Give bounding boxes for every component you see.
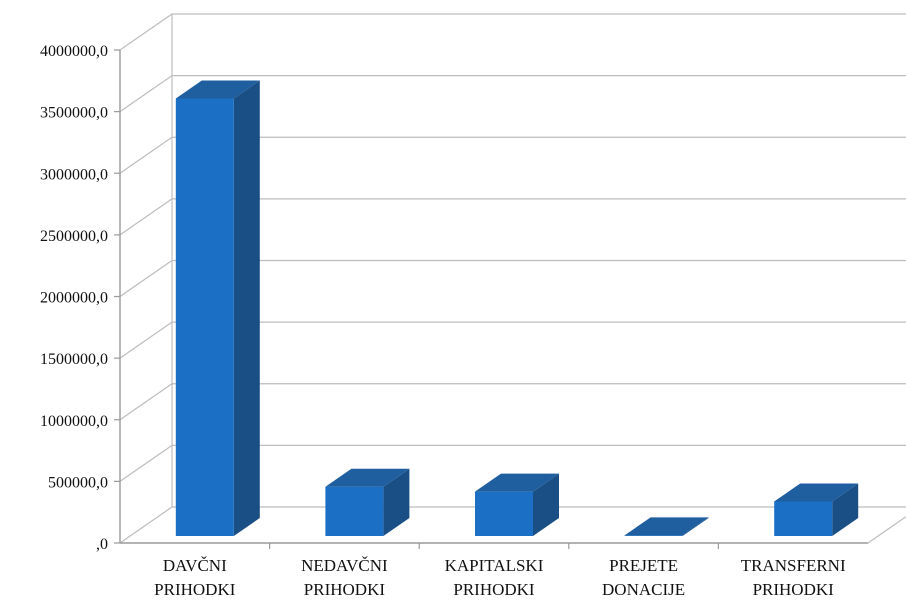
bar-side bbox=[533, 473, 559, 536]
y-tick-label: 1000000,0 bbox=[40, 413, 108, 430]
gridline-depth bbox=[119, 506, 173, 544]
x-category-label: KAPITALSKI bbox=[445, 556, 544, 575]
x-category-label: PRIHODKI bbox=[304, 580, 386, 599]
y-tick-label: 2000000,0 bbox=[40, 290, 108, 307]
x-category-label: PRIHODKI bbox=[753, 580, 835, 599]
bar-side bbox=[233, 80, 260, 537]
x-category-label: PREJETE bbox=[609, 556, 678, 575]
bar-side bbox=[383, 468, 410, 536]
y-tick-label: 1500000,0 bbox=[40, 351, 108, 368]
bar-top bbox=[475, 473, 559, 492]
y-tick-label: 500000,0 bbox=[48, 474, 108, 491]
y-axis-tick-labels: ,0 500000,0 1000000,0 1500000,0 2000000,0 250… bbox=[40, 43, 108, 553]
gridline-depth bbox=[119, 13, 173, 51]
y-tick-label: 2500000,0 bbox=[40, 228, 108, 245]
gridline-depth bbox=[119, 260, 173, 297]
bar bbox=[475, 491, 533, 536]
bar-side bbox=[832, 483, 859, 536]
y-tick-label: ,0 bbox=[96, 536, 108, 553]
gridline-depth bbox=[119, 136, 173, 174]
x-category-label: PRIHODKI bbox=[154, 580, 236, 599]
x-category-label: DAVČNI bbox=[163, 556, 227, 575]
bar-top bbox=[175, 80, 260, 99]
chart-axes bbox=[114, 49, 906, 549]
gridline-depth bbox=[119, 321, 173, 359]
bar bbox=[774, 501, 833, 536]
y-tick-label: 3500000,0 bbox=[40, 105, 108, 122]
y-tick-label: 4000000,0 bbox=[40, 43, 108, 60]
x-category-label: DONACIJE bbox=[602, 580, 685, 599]
bar-side bbox=[682, 517, 709, 536]
bar bbox=[175, 98, 234, 537]
bar bbox=[624, 535, 683, 536]
gridline-depth bbox=[119, 198, 173, 236]
bar-top bbox=[325, 468, 410, 487]
bar-top bbox=[774, 483, 859, 502]
x-category-label: NEDAVČNI bbox=[301, 556, 388, 575]
x-category-label: PRIHODKI bbox=[453, 580, 535, 599]
y-tick-label: 3000000,0 bbox=[40, 166, 108, 183]
chart-bars bbox=[175, 80, 859, 537]
x-category-label: TRANSFERNI bbox=[741, 556, 846, 575]
gridline-depth bbox=[119, 444, 173, 482]
x-axis-category-labels: DAVČNI PRIHODKI NEDAVČNI PRIHODKI KAPITALSKI… bbox=[154, 556, 846, 599]
gridline-depth bbox=[119, 75, 173, 113]
chart-grid bbox=[119, 13, 906, 544]
floor-edge bbox=[867, 515, 906, 544]
bar-top bbox=[624, 517, 709, 536]
gridline-depth bbox=[119, 383, 173, 421]
bar bbox=[325, 486, 384, 536]
